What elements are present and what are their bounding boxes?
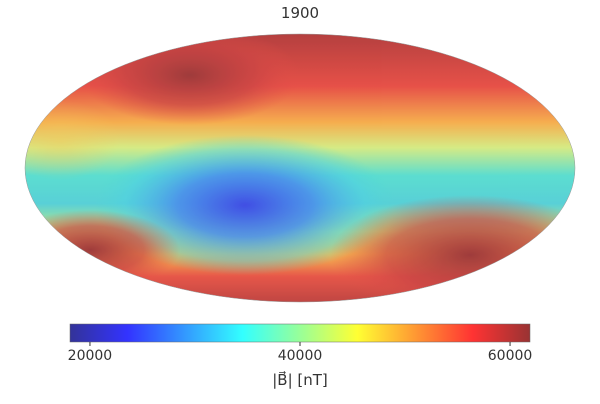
field-map xyxy=(25,34,575,302)
map-title: 1900 xyxy=(281,4,319,22)
colorbar-tick-label: 40000 xyxy=(278,348,323,364)
map-outline xyxy=(24,33,576,303)
colorbar-tick-label: 20000 xyxy=(68,348,113,364)
colorbar xyxy=(70,324,530,342)
colorbar-tick-label: 60000 xyxy=(488,348,533,364)
colorbar-label: |B⃗| [nT] xyxy=(272,370,328,389)
